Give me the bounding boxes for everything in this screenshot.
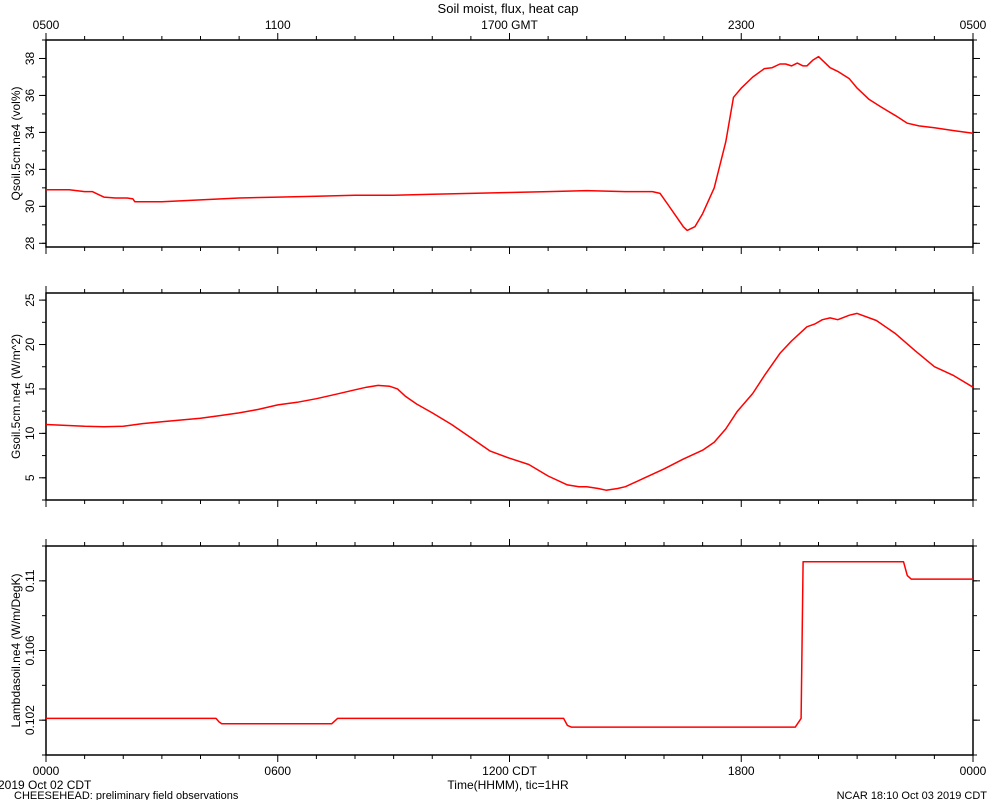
y-tick-label: 36 bbox=[23, 88, 37, 102]
plot-panels: 28 30 32 34 36 38 Qsoil.5cm.ne4 (vol%) 5 10 15 20 2… bbox=[9, 33, 980, 762]
y-tick-label: 0.106 bbox=[23, 635, 37, 665]
bottom-tick-label: 1200 CDT bbox=[482, 764, 537, 778]
y-tick-label: 28 bbox=[23, 236, 37, 250]
y-tick-label: 20 bbox=[23, 338, 37, 352]
footer-date: 2019 Oct 02 CDT bbox=[0, 778, 92, 792]
y-tick-label: 38 bbox=[23, 51, 37, 65]
top-tick-label: 0500 bbox=[33, 18, 60, 32]
bottom-tick-label: 0600 bbox=[264, 764, 291, 778]
panel-frame bbox=[45, 39, 974, 248]
top-tick-label: 1100 bbox=[265, 18, 291, 32]
bottom-tick-label: 1800 bbox=[728, 764, 755, 778]
panel-1: 28 30 32 34 36 38 Qsoil.5cm.ne4 (vol%) bbox=[9, 33, 980, 254]
bottom-axis-labels: 0000 0600 1200 CDT 1800 0000 bbox=[33, 764, 987, 778]
footer-project-note: CHEESEHEAD: preliminary field observatio… bbox=[14, 790, 239, 800]
y-axis-label: Qsoil.5cm.ne4 (vol%) bbox=[9, 86, 23, 200]
top-tick-label: 2300 bbox=[728, 18, 755, 32]
y-tick-label: 0.11 bbox=[23, 569, 37, 592]
footer-credit: NCAR 18:10 Oct 03 2019 CDT bbox=[837, 790, 988, 800]
bottom-tick-label: 0000 bbox=[960, 764, 987, 778]
y-tick-label: 25 bbox=[23, 293, 37, 307]
y-axis-label: Lambdasoil.ne4 (W/m/DegK) bbox=[9, 573, 23, 727]
top-axis-labels: 0500 1100 1700 GMT 2300 0500 bbox=[33, 18, 987, 32]
y-tick-label: 15 bbox=[23, 382, 37, 396]
y-tick-label: 5 bbox=[23, 474, 37, 481]
panel-2: 5 10 15 20 25 Gsoil.5cm.ne4 (W/m^2) bbox=[9, 286, 980, 507]
chart-title: Soil moist, flux, heat cap bbox=[438, 1, 579, 16]
y-tick-label: 10 bbox=[23, 426, 37, 440]
y-tick-label: 0.102 bbox=[23, 705, 37, 735]
top-tick-label: 0500 bbox=[960, 18, 987, 32]
bottom-tick-label: 0000 bbox=[33, 764, 60, 778]
series-line bbox=[45, 312, 974, 491]
series-line bbox=[46, 55, 974, 232]
panel-frame bbox=[45, 292, 974, 501]
x-axis-label: Time(HHMM), tic=1HR bbox=[447, 778, 569, 792]
panel-frame bbox=[45, 545, 974, 756]
series-line bbox=[46, 560, 973, 728]
y-tick-label: 34 bbox=[23, 125, 37, 139]
y-tick-label: 32 bbox=[23, 162, 37, 176]
top-tick-label: 1700 GMT bbox=[481, 18, 538, 32]
y-axis-label: Gsoil.5cm.ne4 (W/m^2) bbox=[9, 334, 23, 459]
y-tick-label: 30 bbox=[23, 199, 37, 213]
